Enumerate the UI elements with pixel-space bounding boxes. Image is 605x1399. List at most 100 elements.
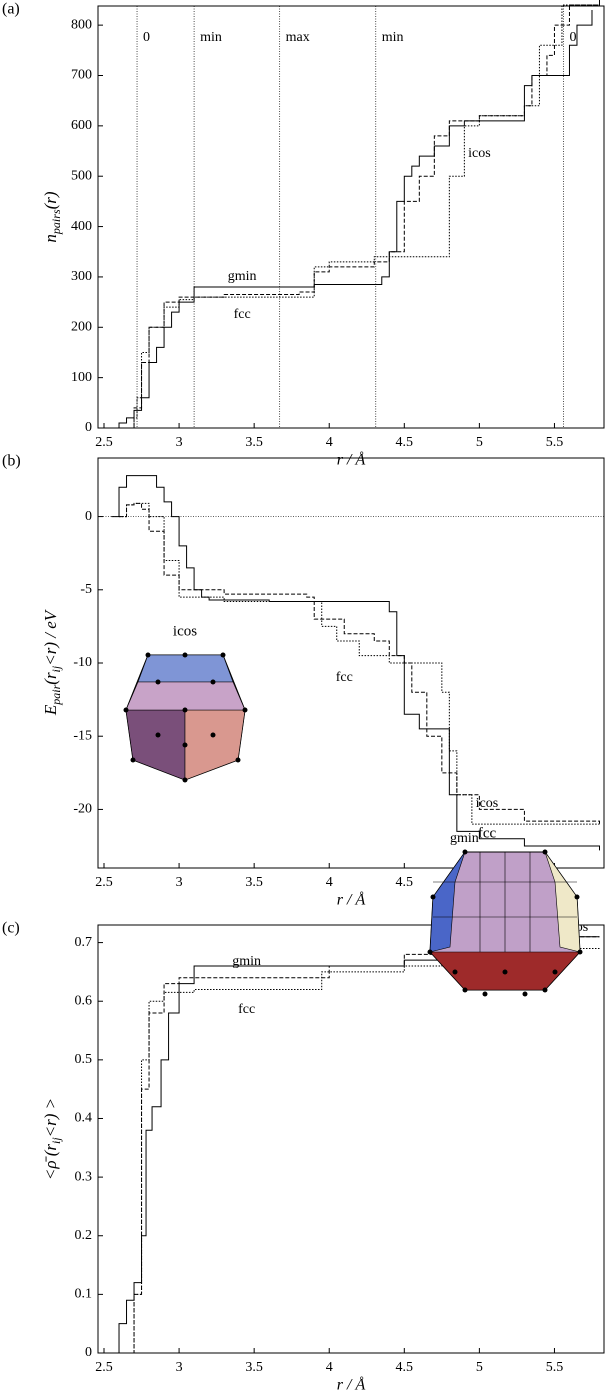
reference-label: max: [286, 30, 310, 45]
x-tick-label: 3: [176, 1360, 183, 1375]
facet: [126, 682, 245, 710]
y-tick-label: 0.1: [75, 1287, 93, 1302]
facet: [126, 710, 185, 780]
inset-label: fcc: [478, 825, 497, 841]
x-tick-label: 3.5: [245, 875, 263, 890]
x-tick-label: 3: [176, 875, 183, 890]
atom: [543, 988, 548, 993]
x-tick-label: 4: [326, 1360, 333, 1375]
atom: [183, 778, 188, 783]
atom: [243, 708, 248, 713]
y-tick-label: 100: [71, 370, 92, 385]
y-tick-label: -20: [73, 802, 92, 817]
y-tick-label: 200: [71, 320, 92, 335]
facet: [185, 710, 245, 780]
y-tick-label: 0.4: [75, 1111, 93, 1126]
y-tick-label: 0.2: [75, 1228, 93, 1243]
figure: (a) 2.5 3 3.5 4 4.5 5 5.5 0 100 200 3 0 0 400 500 600 700…: [0, 0, 605, 1399]
atom: [124, 708, 129, 713]
y-axis-label-part: E: [41, 704, 60, 716]
y-axis-label: <ρ̄ (rij<r) >: [41, 1098, 63, 1180]
curve-label: icos: [476, 796, 499, 811]
atom: [483, 992, 488, 997]
y-tick-label: 600: [71, 118, 92, 133]
panel-label: (b): [2, 453, 21, 470]
y-axis-label: Epair(rij<r) / eV: [41, 608, 63, 716]
series-line: [112, 937, 600, 1353]
x-tick-label: 4.5: [396, 435, 414, 450]
y-tick-label: 0: [85, 1345, 92, 1360]
y-axis-label-subscript: pair: [49, 684, 63, 705]
x-tick-label: 3.5: [245, 435, 263, 450]
facet: [138, 655, 233, 682]
reference-label: min: [200, 30, 222, 45]
y-axis-label: npairs(r): [41, 191, 63, 242]
atom: [463, 988, 468, 993]
atom: [428, 950, 433, 955]
x-tick-label: 5.5: [546, 435, 564, 450]
panel-label: (a): [2, 1, 20, 18]
y-axis-label-part: n: [41, 234, 60, 243]
panel-label: (c): [2, 920, 20, 937]
curve-label: gmin: [228, 269, 257, 284]
atom: [523, 992, 528, 997]
x-tick-label: 3: [176, 435, 183, 450]
y-axis-label-subscript: pairs: [49, 209, 63, 235]
cluster-inset: fcc: [428, 825, 583, 996]
y-tick-label: 700: [71, 68, 92, 83]
atom: [183, 653, 188, 658]
atom: [211, 680, 216, 685]
series-line: [119, 0, 599, 428]
curve-label: fcc: [336, 670, 353, 685]
series-line: [127, 937, 600, 1353]
atom: [543, 850, 548, 855]
y-axis-label-part: <r) >: [41, 1098, 60, 1137]
x-tick-label: 3.5: [245, 1360, 263, 1375]
atom: [453, 970, 458, 975]
x-tick-label: 2.5: [95, 1360, 113, 1375]
series-line: [127, 948, 600, 1353]
atom: [575, 895, 580, 900]
y-tick-label: 0: [85, 420, 92, 435]
atom: [553, 970, 558, 975]
y-tick-label: -5: [80, 582, 92, 597]
curve-label: gmin: [450, 831, 479, 846]
atom: [236, 758, 241, 763]
y-tick-label: 800: [71, 17, 92, 32]
atom: [463, 850, 468, 855]
y-tick-label: 0.5: [75, 1052, 93, 1067]
x-axis-label: r / Å: [337, 891, 366, 909]
y-tick-label: 500: [71, 168, 92, 183]
y-axis-label-part: (r: [41, 672, 60, 685]
cluster-inset: icos: [124, 623, 248, 782]
y-axis-label-part: <r) / eV: [41, 608, 60, 666]
series-line: [112, 0, 600, 428]
x-tick-label: 4: [326, 875, 333, 890]
x-tick-label: 2.5: [95, 435, 113, 450]
atom: [503, 970, 508, 975]
x-tick-label: 4.5: [396, 875, 414, 890]
x-tick-label: 4: [326, 435, 333, 450]
inset-label: icos: [173, 623, 197, 639]
curve-label: fcc: [238, 1002, 255, 1017]
reference-label: 0: [143, 30, 150, 45]
atom: [211, 733, 216, 738]
reference-label: 0: [569, 30, 576, 45]
x-tick-label: 5: [476, 1360, 483, 1375]
atom: [431, 895, 436, 900]
x-axis-label: r / Å: [337, 451, 366, 469]
y-axis-label-part: <ρ̄ (r: [41, 1144, 60, 1181]
atom: [131, 758, 136, 763]
atom: [578, 950, 583, 955]
plot-frame: [98, 6, 604, 428]
reference-label: min: [382, 30, 404, 45]
curve-label: gmin: [232, 954, 261, 969]
y-tick-label: 0.6: [75, 993, 93, 1008]
y-tick-label: -15: [73, 728, 92, 743]
page: {"chart_data":[ {"type":"line","step":tr…: [0, 0, 605, 1399]
series-line: [112, 10, 592, 428]
atom: [146, 653, 151, 658]
atom: [183, 708, 188, 713]
x-tick-label: 4.5: [396, 1360, 414, 1375]
y-tick-label: 400: [71, 219, 92, 234]
